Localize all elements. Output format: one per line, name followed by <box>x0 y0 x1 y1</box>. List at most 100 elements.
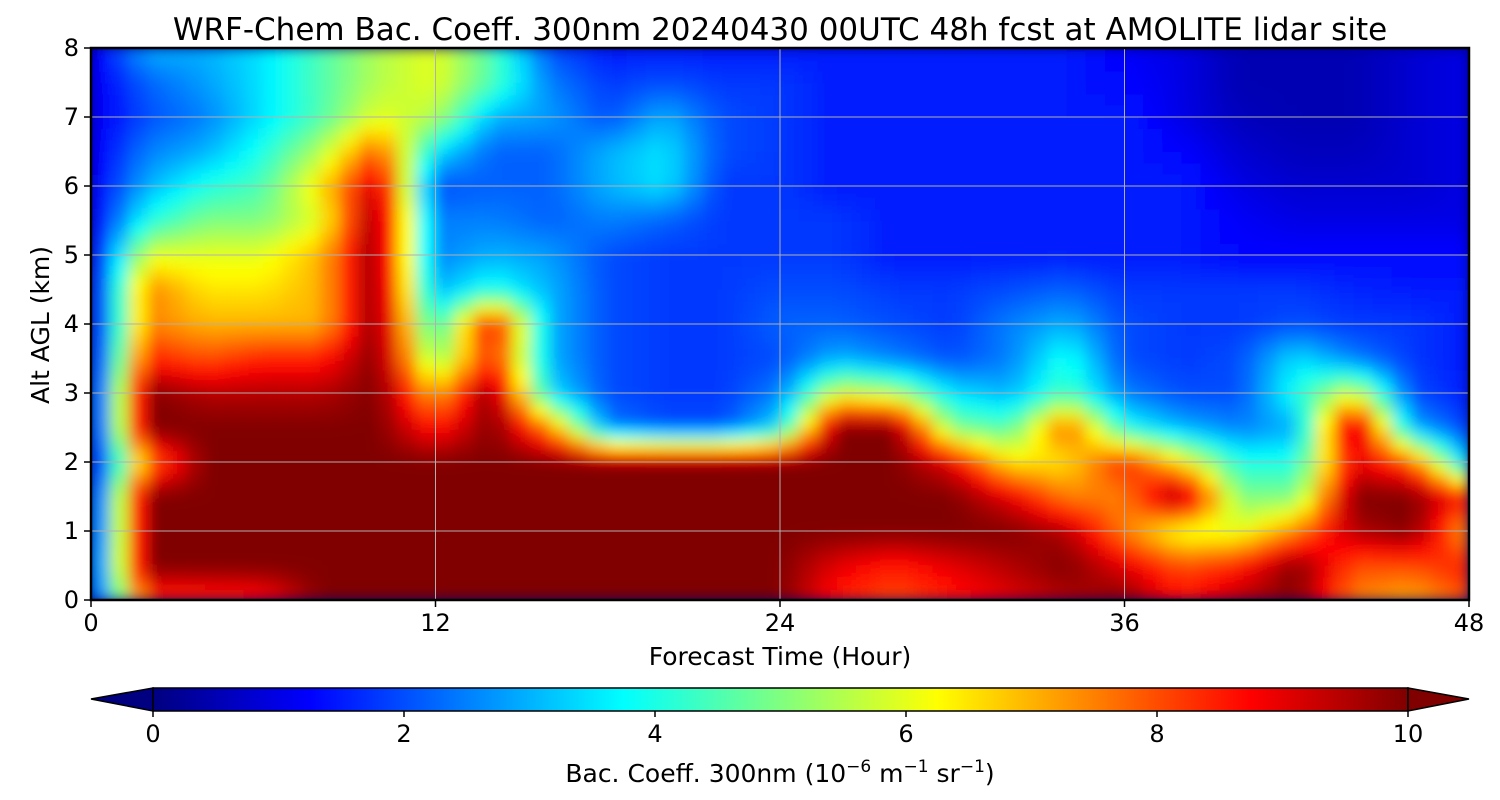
heatmap-cell <box>473 70 494 83</box>
heatmap-cell <box>1238 461 1259 474</box>
heatmap-cell <box>339 461 360 474</box>
heatmap-cell <box>358 231 379 244</box>
heatmap-cell <box>894 312 915 325</box>
heatmap-cell <box>339 289 360 302</box>
heatmap-cell <box>970 59 992 72</box>
heatmap-cell <box>1124 197 1145 210</box>
heatmap-cell <box>186 484 207 497</box>
heatmap-cell <box>530 404 551 417</box>
heatmap-cell <box>396 427 417 440</box>
heatmap-cell <box>970 289 992 302</box>
heatmap-cell <box>262 197 283 210</box>
heatmap-cell <box>779 277 800 290</box>
heatmap-cell <box>281 208 303 221</box>
heatmap-cell <box>1334 139 1355 152</box>
heatmap-cell <box>760 450 781 463</box>
heatmap-cell <box>1124 381 1145 394</box>
heatmap-cell <box>664 220 685 233</box>
heatmap-cell <box>1047 576 1068 589</box>
heatmap-cell <box>875 266 896 279</box>
heatmap-cell <box>645 346 666 359</box>
heatmap-cell <box>588 507 609 520</box>
heatmap-cell <box>970 519 992 532</box>
heatmap-cell <box>1277 59 1298 72</box>
heatmap-cell <box>836 346 858 359</box>
heatmap-cell <box>301 266 322 279</box>
heatmap-cell <box>377 484 398 497</box>
heatmap-cell <box>1028 404 1049 417</box>
heatmap-cell <box>1085 48 1106 60</box>
heatmap-cell <box>549 312 570 325</box>
heatmap-cell <box>1411 254 1432 267</box>
heatmap-cell <box>970 323 992 336</box>
heatmap-cell <box>760 70 781 83</box>
heatmap-cell <box>1143 404 1164 417</box>
heatmap-cell <box>1449 82 1469 95</box>
heatmap-cell <box>1315 496 1336 509</box>
heatmap-cell <box>224 530 245 543</box>
heatmap-cell <box>320 427 341 440</box>
heatmap-cell <box>1315 346 1336 359</box>
heatmap-cell <box>913 507 934 520</box>
heatmap-cell <box>951 576 972 589</box>
heatmap-cell <box>1219 438 1240 451</box>
heatmap-cell <box>1219 105 1240 118</box>
heatmap-cell <box>1411 208 1432 221</box>
heatmap-cell <box>1277 358 1298 371</box>
heatmap-cell <box>683 335 704 348</box>
heatmap-cell <box>1334 128 1355 141</box>
heatmap-cell <box>1200 277 1221 290</box>
heatmap-cell <box>1047 289 1068 302</box>
heatmap-cell <box>1449 277 1469 290</box>
heatmap-cell <box>435 335 456 348</box>
heatmap-cell <box>243 542 264 555</box>
heatmap-cell <box>645 358 666 371</box>
heatmap-cell <box>1085 392 1106 405</box>
heatmap-cell <box>894 208 915 221</box>
heatmap-cell <box>186 128 207 141</box>
heatmap-cell <box>683 496 704 509</box>
heatmap-cell <box>932 220 953 233</box>
heatmap-cell <box>836 473 858 486</box>
heatmap-cell <box>549 450 570 463</box>
heatmap-cell <box>856 519 877 532</box>
heatmap-cell <box>91 576 111 589</box>
heatmap-cell <box>894 231 915 244</box>
heatmap-cell <box>1372 139 1393 152</box>
heatmap-cell <box>932 553 953 566</box>
heatmap-cell <box>990 542 1011 555</box>
heatmap-cell <box>1315 93 1336 106</box>
heatmap-cell <box>760 542 781 555</box>
heatmap-cell <box>1411 358 1432 371</box>
heatmap-cell <box>91 289 111 302</box>
heatmap-cell <box>856 312 877 325</box>
heatmap-cell <box>492 208 513 221</box>
heatmap-cell <box>1143 427 1164 440</box>
heatmap-cell <box>1372 162 1393 175</box>
heatmap-cell <box>358 507 379 520</box>
heatmap-cell <box>473 116 494 129</box>
heatmap-cell <box>779 59 800 72</box>
heatmap-cell <box>377 461 398 474</box>
heatmap-cell <box>243 59 264 72</box>
heatmap-cell <box>741 128 762 141</box>
heatmap-cell <box>645 312 666 325</box>
heatmap-cell <box>951 473 972 486</box>
heatmap-cell <box>683 59 704 72</box>
heatmap-cell <box>1391 59 1413 72</box>
heatmap-cell <box>1066 507 1087 520</box>
heatmap-cell <box>301 553 322 566</box>
heatmap-cell <box>454 162 475 175</box>
heatmap-cell <box>1296 323 1317 336</box>
heatmap-cell <box>1104 438 1125 451</box>
heatmap-cell <box>588 254 609 267</box>
heatmap-cell <box>243 289 264 302</box>
heatmap-cell <box>167 553 188 566</box>
heatmap-cell <box>588 197 609 210</box>
heatmap-cell <box>856 208 877 221</box>
heatmap-cell <box>683 312 704 325</box>
heatmap-cell <box>779 139 800 152</box>
heatmap-cell <box>1143 358 1164 371</box>
heatmap-cell <box>147 588 169 600</box>
heatmap-cell <box>1238 128 1259 141</box>
